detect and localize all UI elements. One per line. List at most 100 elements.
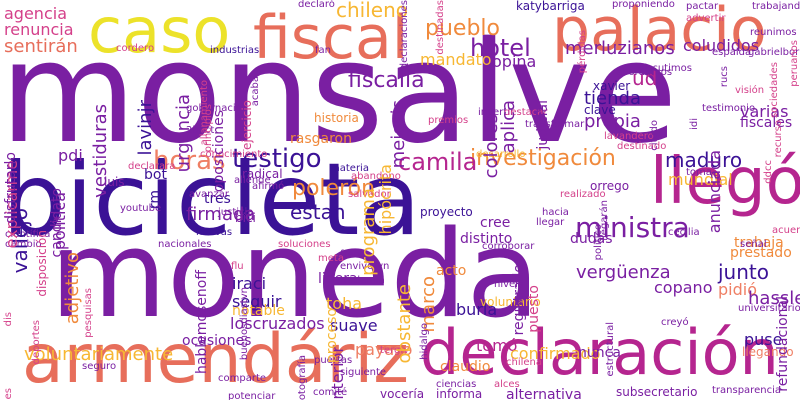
word-cree: cree	[480, 215, 511, 231]
word-envivotvn: envivotvn	[340, 261, 390, 272]
word-declaro: declaró	[298, 0, 335, 10]
word-judicial: judicial	[535, 100, 551, 150]
word-lavandero: lavandero	[604, 131, 654, 142]
word-declarara: declarara	[128, 161, 176, 172]
word-fotografia: fotografía	[297, 355, 308, 400]
word-payaso: payaso	[355, 340, 413, 359]
word-hassler: hassler	[748, 288, 800, 309]
word-voceria: vocería	[380, 387, 425, 400]
word-ocasiones: ocasiones	[182, 333, 252, 349]
word-xavier: xavier	[593, 79, 631, 93]
word-pdi: pdi	[58, 146, 83, 165]
word-pactar: pactar	[686, 1, 719, 12]
word-burla: burla	[456, 300, 498, 319]
word-ciencias: ciencias	[436, 379, 477, 390]
word-poleron: polerón	[292, 176, 376, 201]
word-nunca: nunca	[578, 345, 621, 361]
word-justicia: justicia	[218, 207, 254, 218]
word-urgencia: urgencia	[173, 94, 194, 173]
word-dis: dis	[3, 312, 14, 327]
word-rucs: rucs	[719, 66, 730, 88]
word-cientifica: científica	[5, 229, 51, 240]
word-meta: meta	[318, 253, 344, 264]
word-trabaja: trabaja	[734, 235, 784, 251]
word-voluntario: voluntario	[480, 295, 541, 309]
word-llego: llegó	[650, 145, 800, 219]
word-moneda: moneda	[50, 206, 540, 345]
word-buenosdiastvn: buenosdiastvn	[239, 287, 250, 361]
word-caso: caso	[88, 0, 231, 67]
word-registrado: registrado	[511, 264, 527, 336]
word-varias: varias	[740, 102, 789, 121]
word-seguro: seguro	[82, 361, 117, 372]
word-hipocrita: hipócrita	[376, 164, 395, 235]
word-mandato: mandato	[420, 50, 492, 69]
word-destinadas: destinadas	[435, 0, 446, 55]
word-clave: clave	[584, 103, 616, 117]
word-fiscal: fiscal	[253, 3, 409, 73]
word-comite: comité	[313, 387, 348, 398]
word-recurso: recurso	[773, 120, 784, 158]
word-creyo: creyó	[661, 317, 689, 328]
word-firmada: firmada	[186, 204, 256, 225]
word-distinto: distinto	[460, 231, 513, 247]
word-meiosis: meiosis	[388, 100, 409, 169]
word-bici: bici	[235, 211, 256, 225]
word-alces: alces	[494, 379, 520, 390]
word-invertir: invertir	[478, 107, 515, 118]
word-nacionales: nacionales	[158, 239, 212, 250]
word-acto: acto	[436, 263, 467, 279]
word-tomo: tomó	[476, 336, 518, 355]
word-vestiduras: vestiduras	[90, 104, 111, 198]
word-voluntariamente: voluntariamente	[24, 344, 174, 365]
word-testimonio: testimonio	[702, 103, 756, 114]
word-perdidas: pérdidas	[577, 30, 588, 74]
word-estan: estan	[290, 200, 346, 224]
word-ud: ud	[632, 66, 658, 90]
word-industrias: industrias	[210, 45, 260, 56]
word-coludidos: coludidos	[683, 36, 760, 55]
word-refundacional: refundacional	[775, 296, 791, 392]
word-alternativa: alternativa	[506, 387, 582, 400]
word-proponiendo: proponiendo	[612, 0, 675, 10]
word-seguir: seguir	[232, 292, 282, 311]
word-estructural: estructural	[605, 322, 616, 377]
word-maduro: maduro	[665, 148, 743, 172]
word-nuevas: nuevas	[196, 227, 233, 238]
word-agencia: agencia	[4, 4, 67, 23]
word-hablemosenoff: hablemosenoff	[194, 270, 210, 375]
word-cordero: cordero	[116, 43, 155, 54]
word-bot: bot	[144, 167, 167, 183]
word-universitario: universitario	[738, 303, 800, 314]
word-allanamiento: allanamiento	[199, 80, 210, 146]
word-tres: tres	[204, 191, 231, 207]
word-sentiran: sentirán	[4, 36, 78, 57]
word-acaba: acaba	[250, 76, 261, 107]
word-destacar: destacar	[504, 107, 548, 118]
word-palacio: palacio	[552, 0, 767, 65]
word-fan: fan	[315, 45, 331, 56]
word-mundial: mundial	[668, 170, 733, 189]
word-destinado: destinado	[617, 141, 667, 152]
word-sociedades: sociedades	[769, 62, 780, 118]
word-propia: propia	[584, 111, 641, 132]
word-copano: copano	[654, 278, 713, 297]
word-avanzar: avanzar	[189, 189, 229, 200]
word-senal: señal	[740, 239, 767, 250]
word-katybarriga: katybarriga	[516, 0, 585, 13]
word-disposicion: disposición	[35, 230, 49, 297]
word-adjetivo: adjetivo	[62, 252, 83, 325]
word-ministra: ministra	[575, 211, 690, 244]
word-puertas: puertas	[314, 355, 353, 366]
word-subsecretario: subsecretario	[616, 385, 698, 399]
word-politico: político	[593, 224, 604, 261]
word-comparte: comparte	[218, 373, 267, 384]
word-cecilia: cecilia	[668, 227, 700, 238]
word-acuerdo: acuerdo	[772, 225, 800, 236]
word-puesto: puesto	[526, 285, 542, 333]
word-testigo: testigo	[232, 144, 322, 174]
word-declaraciones: declaraciones	[399, 0, 410, 70]
word-notable: notable	[232, 303, 285, 319]
word-obstante: obstante	[394, 284, 415, 364]
